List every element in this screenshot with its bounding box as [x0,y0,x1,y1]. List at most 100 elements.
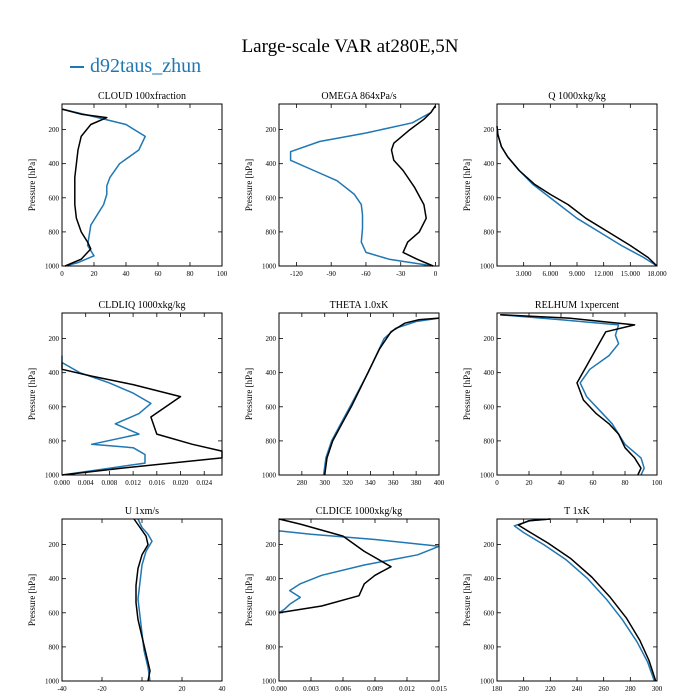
panel-title: CLOUD 100xfraction [98,91,186,102]
y-tick-label: 600 [266,194,277,202]
x-tick-label: 100 [217,270,228,278]
series-line-observed [517,518,657,682]
x-tick-label: 0.006 [335,685,351,693]
x-tick-label: 20 [91,270,99,278]
y-tick-label: 600 [266,609,277,617]
series-line-observed [390,105,437,267]
y-tick-label: 600 [484,403,495,411]
y-tick-label: 400 [484,160,495,168]
plot-frame [496,518,658,682]
x-tick-label: 0.016 [149,479,165,487]
x-tick-label: 260 [598,685,609,693]
x-tick-label: 18.000 [647,270,667,278]
y-tick-label: 600 [49,194,60,202]
chart-panel: CLOUD 100xfraction Pressure [hPa] 0 20 40 60 8… [27,91,228,278]
y-tick-label: 1000 [262,263,277,271]
x-tick-label: -20 [97,685,107,693]
y-tick-label: 800 [484,228,495,236]
y-tick-label: 1000 [45,472,60,480]
x-tick-label: 40 [558,479,566,487]
y-tick-label: 800 [49,437,60,445]
x-tick-label: 0.012 [399,685,415,693]
x-tick-label: 300 [319,479,330,487]
series-line-observed [323,317,440,476]
x-tick-label: 0 [140,685,144,693]
x-tick-label: 9.000 [569,270,585,278]
x-tick-label: 3.000 [516,270,532,278]
y-tick-label: 200 [49,335,60,343]
x-tick-label: 180 [492,685,503,693]
y-tick-label: 200 [484,126,495,134]
y-tick-label: 1000 [480,263,495,271]
panel-title: RELHUM 1xpercent [535,300,619,311]
series-line-observed [61,108,108,267]
chart-panel: Q 1000xkg/kg Pressure [hPa] 3.000 6.000 9.00… [462,91,667,278]
x-tick-label: 0.003 [303,685,319,693]
y-axis-label: Pressure [hPa] [244,574,254,626]
x-tick-label: 0 [495,479,499,487]
x-tick-label: 0.008 [102,479,118,487]
x-tick-label: 400 [434,479,445,487]
x-tick-label: 0.000 [54,479,70,487]
x-tick-label: 20 [179,685,187,693]
x-tick-label: 6.000 [542,270,558,278]
x-tick-label: 380 [411,479,422,487]
series-line-observed [61,362,223,476]
chart-panel: CLDICE 1000xkg/kg Pressure [hPa] 0.000 0.00… [244,506,447,693]
x-tick-label: 60 [155,270,163,278]
panel-title: CLDLIQ 1000xkg/kg [99,300,186,311]
legend: d92taus_zhun [70,55,201,78]
y-tick-label: 1000 [262,678,277,686]
series-line-model [61,355,152,476]
y-tick-label: 400 [266,369,277,377]
x-tick-label: 0.012 [125,479,141,487]
x-tick-label: -90 [327,270,337,278]
panel-title: Q 1000xkg/kg [548,91,606,102]
y-tick-label: 200 [49,541,60,549]
x-tick-label: 0.015 [431,685,447,693]
series-line-observed [500,313,642,476]
x-tick-label: -120 [290,270,303,278]
legend-line-swatch [70,66,84,69]
series-line-model [322,317,440,476]
y-tick-label: 800 [484,643,495,651]
y-tick-label: 800 [266,437,277,445]
chart-panel: RELHUM 1xpercent Pressure [hPa] 0 20 40 60 80 1… [462,300,663,487]
plot-frame [61,103,223,267]
y-tick-label: 400 [266,160,277,168]
y-axis-label: Pressure [hPa] [462,368,472,420]
y-axis-label: Pressure [hPa] [27,159,37,211]
x-tick-label: 340 [365,479,376,487]
y-tick-label: 600 [484,194,495,202]
panel-title: T 1xK [564,506,590,517]
plot-frame [278,103,440,267]
y-tick-label: 400 [484,575,495,583]
y-tick-label: 600 [484,609,495,617]
x-tick-label: 280 [625,685,636,693]
y-tick-label: 600 [49,609,60,617]
x-tick-label: 0.004 [78,479,94,487]
y-tick-label: 400 [49,160,60,168]
x-tick-label: -30 [396,270,406,278]
series-line-model [61,108,146,267]
panel-title: CLDICE 1000xkg/kg [316,506,402,517]
y-tick-label: 800 [49,228,60,236]
y-axis-label: Pressure [hPa] [244,368,254,420]
x-tick-label: 220 [545,685,556,693]
plot-frame [61,312,223,476]
x-tick-label: 20 [526,479,534,487]
chart-panel: U 1xm/s Pressure [hPa] -40 -20 0 20 40 200 400 60… [27,506,226,693]
y-tick-label: 800 [266,228,277,236]
series-line-observed [496,126,658,267]
y-tick-label: 200 [266,335,277,343]
legend-label: d92taus_zhun [90,55,202,77]
series-line-model [278,530,440,614]
plot-frame [496,103,658,267]
chart-panel: OMEGA 864xPa/s Pressure [hPa] -120 -90 -60 -3… [244,91,440,278]
x-tick-label: 0 [60,270,64,278]
y-axis-label: Pressure [hPa] [462,574,472,626]
chart-panel: THETA 1.0xK Pressure [hPa] 280 300 320 340 360… [244,300,445,487]
x-tick-label: -40 [57,685,67,693]
x-tick-label: 0.020 [173,479,189,487]
y-tick-label: 200 [484,335,495,343]
